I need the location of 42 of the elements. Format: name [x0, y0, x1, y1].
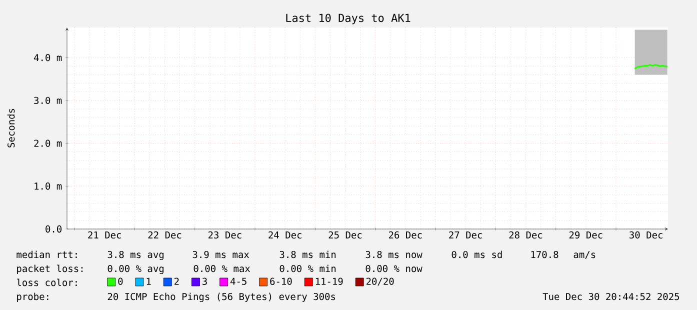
- legend-label: 0: [118, 278, 123, 285]
- text: packet loss:: [17, 264, 83, 274]
- legend-label: 11-19: [316, 278, 343, 285]
- text: Tue Dec 30 20:44:52 2025: [542, 292, 680, 300]
- text: 0.0 ms sd: [452, 250, 502, 258]
- y-tick-label: 3.0 m: [34, 96, 62, 104]
- y-tick-label: 2.0 m: [34, 140, 62, 147]
- text: am/s: [574, 251, 596, 259]
- y-tick-label: 0.0: [46, 225, 62, 233]
- text: 3.9 ms max: [192, 250, 250, 258]
- text: 0.00 % max: [194, 264, 250, 272]
- x-tick-label: 23 Dec: [208, 231, 242, 239]
- legend-label: 4-5: [230, 278, 246, 285]
- text: probe:: [17, 292, 48, 302]
- legend-label: 20/20: [366, 278, 394, 286]
- x-tick-label: 25 Dec: [328, 231, 362, 239]
- x-tick-label: 22 Dec: [148, 231, 182, 239]
- x-tick-label: 26 Dec: [388, 231, 422, 239]
- chart-title: Last 10 Days to AK1: [286, 14, 410, 24]
- text: 170.8: [531, 250, 558, 258]
- x-tick-label: 30 Dec: [630, 231, 662, 239]
- text: 20 ICMP Echo Pings (56 Bytes) every 300s: [108, 292, 336, 302]
- text: 3.8 ms now: [366, 250, 422, 258]
- text: 0.00 % min: [280, 264, 336, 272]
- x-tick-label: 21 Dec: [88, 231, 121, 239]
- x-tick-label: 24 Dec: [268, 231, 302, 239]
- legend-label: 3: [202, 278, 207, 285]
- x-tick-label: 28 Dec: [509, 231, 542, 239]
- y-axis-title: Seconds: [7, 108, 15, 148]
- text: loss color:: [16, 278, 77, 286]
- text: median rtt:: [16, 250, 77, 258]
- x-tick-label: 29 Dec: [569, 231, 602, 239]
- legend-label: 1: [146, 278, 151, 285]
- legend-label: 2: [174, 278, 179, 285]
- x-tick-label: 27 Dec: [449, 231, 482, 239]
- text: 0.00 % now: [366, 264, 422, 272]
- text: 0.00 % avg: [108, 264, 164, 274]
- text: 3.8 ms min: [280, 250, 336, 258]
- y-tick-label: 1.0 m: [34, 182, 62, 190]
- legend-label: 6-10: [270, 278, 292, 285]
- y-tick-label: 4.0 m: [34, 54, 62, 62]
- text: 3.8 ms avg: [108, 250, 164, 260]
